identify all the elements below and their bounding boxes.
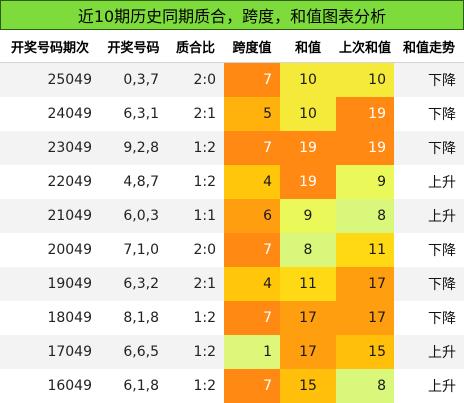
trend-cell: 上升 <box>394 199 464 233</box>
prev-sum-cell: 19 <box>336 97 394 131</box>
table-row: 16049 6,1,8 1:2 7 15 8 上升 <box>0 369 464 403</box>
numbers-cell: 6,1,8 <box>100 369 167 403</box>
trend-cell: 下降 <box>394 301 464 335</box>
period-cell: 24049 <box>0 97 100 131</box>
numbers-cell: 4,8,7 <box>100 165 167 199</box>
sum-cell: 19 <box>280 131 336 165</box>
span-cell: 4 <box>224 165 280 199</box>
trend-cell: 上升 <box>394 335 464 369</box>
ratio-cell: 2:0 <box>167 233 224 267</box>
trend-cell: 上升 <box>394 369 464 403</box>
numbers-cell: 8,1,8 <box>100 301 167 335</box>
ratio-cell: 1:2 <box>167 335 224 369</box>
span-cell: 7 <box>224 62 280 97</box>
stats-table: 开奖号码期次 开奖号码 质合比 跨度值 和值 上次和值 和值走势 25049 0,… <box>0 30 464 403</box>
span-cell: 7 <box>224 131 280 165</box>
table-row: 18049 8,1,8 1:2 7 17 17 下降 <box>0 301 464 335</box>
sum-cell: 8 <box>280 233 336 267</box>
header-ratio: 质合比 <box>167 30 224 63</box>
prev-sum-cell: 15 <box>336 335 394 369</box>
numbers-cell: 9,2,8 <box>100 131 167 165</box>
prev-sum-cell: 11 <box>336 233 394 267</box>
span-cell: 4 <box>224 267 280 301</box>
period-cell: 23049 <box>0 131 100 165</box>
trend-cell: 下降 <box>394 62 464 97</box>
table-row: 20049 7,1,0 2:0 7 8 11 下降 <box>0 233 464 267</box>
numbers-cell: 6,6,5 <box>100 335 167 369</box>
prev-sum-cell: 17 <box>336 267 394 301</box>
table-row: 19049 6,3,2 2:1 4 11 17 下降 <box>0 267 464 301</box>
sum-cell: 9 <box>280 199 336 233</box>
ratio-cell: 2:1 <box>167 267 224 301</box>
header-numbers: 开奖号码 <box>100 30 167 63</box>
numbers-cell: 6,3,2 <box>100 267 167 301</box>
ratio-cell: 1:2 <box>167 369 224 403</box>
ratio-cell: 2:0 <box>167 62 224 97</box>
span-cell: 1 <box>224 335 280 369</box>
table-body: 25049 0,3,7 2:0 7 10 10 下降 24049 6,3,1 2:1 5 10 19 下降… <box>0 62 464 403</box>
numbers-cell: 0,3,7 <box>100 62 167 97</box>
table-row: 21049 6,0,3 1:1 6 9 8 上升 <box>0 199 464 233</box>
table-row: 25049 0,3,7 2:0 7 10 10 下降 <box>0 62 464 97</box>
numbers-cell: 6,3,1 <box>100 97 167 131</box>
trend-cell: 下降 <box>394 233 464 267</box>
numbers-cell: 6,0,3 <box>100 199 167 233</box>
ratio-cell: 1:2 <box>167 301 224 335</box>
header-sum: 和值 <box>280 30 336 63</box>
span-cell: 6 <box>224 199 280 233</box>
header-trend: 和值走势 <box>394 30 464 63</box>
sum-cell: 15 <box>280 369 336 403</box>
period-cell: 25049 <box>0 62 100 97</box>
ratio-cell: 2:1 <box>167 97 224 131</box>
header-row: 开奖号码期次 开奖号码 质合比 跨度值 和值 上次和值 和值走势 <box>0 30 464 63</box>
numbers-cell: 7,1,0 <box>100 233 167 267</box>
prev-sum-cell: 9 <box>336 165 394 199</box>
period-cell: 16049 <box>0 369 100 403</box>
trend-cell: 上升 <box>394 165 464 199</box>
sum-cell: 17 <box>280 335 336 369</box>
table-row: 24049 6,3,1 2:1 5 10 19 下降 <box>0 97 464 131</box>
prev-sum-cell: 8 <box>336 199 394 233</box>
sum-cell: 19 <box>280 165 336 199</box>
ratio-cell: 1:2 <box>167 165 224 199</box>
span-cell: 7 <box>224 233 280 267</box>
table-row: 17049 6,6,5 1:2 1 17 15 上升 <box>0 335 464 369</box>
trend-cell: 下降 <box>394 131 464 165</box>
period-cell: 22049 <box>0 165 100 199</box>
ratio-cell: 1:1 <box>167 199 224 233</box>
trend-cell: 下降 <box>394 267 464 301</box>
table-row: 23049 9,2,8 1:2 7 19 19 下降 <box>0 131 464 165</box>
prev-sum-cell: 10 <box>336 62 394 97</box>
ratio-cell: 1:2 <box>167 131 224 165</box>
period-cell: 17049 <box>0 335 100 369</box>
table-row: 22049 4,8,7 1:2 4 19 9 上升 <box>0 165 464 199</box>
sum-cell: 10 <box>280 97 336 131</box>
span-cell: 5 <box>224 97 280 131</box>
prev-sum-cell: 17 <box>336 301 394 335</box>
prev-sum-cell: 8 <box>336 369 394 403</box>
period-cell: 21049 <box>0 199 100 233</box>
span-cell: 7 <box>224 369 280 403</box>
span-cell: 7 <box>224 301 280 335</box>
period-cell: 18049 <box>0 301 100 335</box>
page-title: 近10期历史同期质合，跨度，和值图表分析 <box>0 0 464 30</box>
header-period: 开奖号码期次 <box>0 30 100 63</box>
sum-cell: 11 <box>280 267 336 301</box>
sum-cell: 17 <box>280 301 336 335</box>
period-cell: 19049 <box>0 267 100 301</box>
period-cell: 20049 <box>0 233 100 267</box>
trend-cell: 下降 <box>394 97 464 131</box>
sum-cell: 10 <box>280 62 336 97</box>
header-span: 跨度值 <box>224 30 280 63</box>
prev-sum-cell: 19 <box>336 131 394 165</box>
header-prev-sum: 上次和值 <box>336 30 394 63</box>
